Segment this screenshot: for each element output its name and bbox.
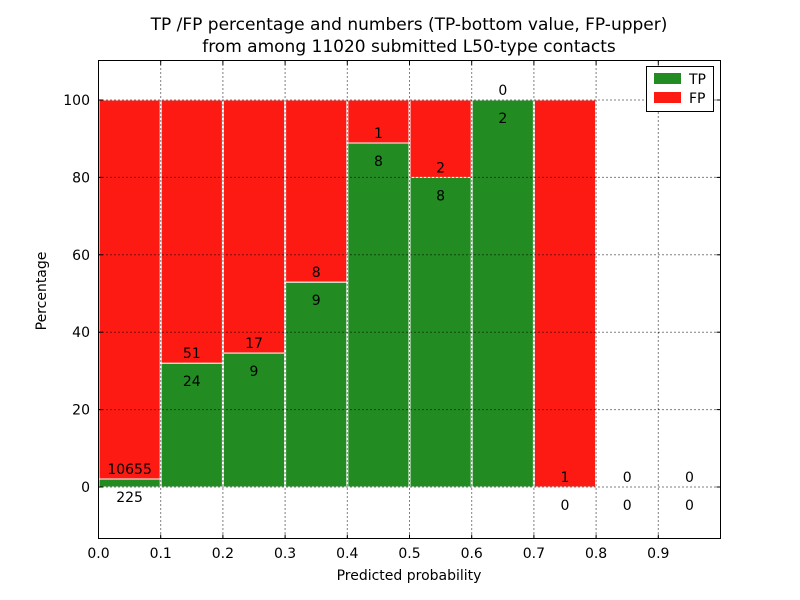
tick-label-layer: 0.0 0.1 0.2 0.3 0.4 0.5 0.6 0.7 0.8 0.90204060801… bbox=[63, 93, 669, 562]
bar-segment-fp bbox=[98, 99, 161, 480]
x-tick-label: 0.3 bbox=[274, 546, 296, 562]
y-axis-label: Percentage bbox=[34, 252, 50, 331]
x-tick-label: 0.7 bbox=[523, 546, 545, 562]
x-tick-label: 0.8 bbox=[585, 546, 607, 562]
bar-segment-fp bbox=[409, 99, 472, 178]
tp-count-label: 24 bbox=[183, 374, 201, 390]
y-tick-label: 0 bbox=[81, 480, 90, 496]
y-tick-label: 80 bbox=[72, 170, 90, 186]
tick-mark-layer bbox=[98, 60, 721, 539]
fp-count-label: 10655 bbox=[107, 462, 152, 478]
tp-count-label: 225 bbox=[116, 490, 143, 506]
bar-segment-fp bbox=[285, 99, 348, 283]
x-tick-label: 0.0 bbox=[87, 546, 109, 562]
fp-count-label: 0 bbox=[498, 83, 507, 99]
bar-segment-tp bbox=[285, 281, 348, 488]
tp-count-label: 0 bbox=[685, 498, 694, 514]
x-axis-label: Predicted probability bbox=[337, 568, 482, 584]
tp-count-label: 9 bbox=[250, 364, 259, 380]
x-tick-label: 0.2 bbox=[212, 546, 234, 562]
tp-count-label: 0 bbox=[623, 498, 632, 514]
legend-swatch-fp bbox=[654, 92, 681, 103]
tp-count-label: 2 bbox=[498, 111, 507, 127]
x-tick-label: 0.1 bbox=[150, 546, 172, 562]
bar-segment-tp bbox=[471, 99, 534, 488]
fp-count-label: 0 bbox=[685, 470, 694, 486]
y-tick-label: 20 bbox=[72, 403, 90, 419]
fp-count-label: 8 bbox=[312, 265, 321, 281]
fp-count-label: 1 bbox=[374, 126, 383, 142]
fp-count-label: 1 bbox=[561, 470, 570, 486]
legend-label-fp: FP bbox=[689, 91, 706, 107]
tp-count-label: 9 bbox=[312, 293, 321, 309]
bar-segment-tp bbox=[98, 478, 161, 488]
bar-segment-tp bbox=[160, 362, 223, 488]
tp-count-label: 8 bbox=[374, 154, 383, 170]
y-tick-label: 100 bbox=[63, 93, 90, 109]
fp-count-label: 17 bbox=[245, 336, 263, 352]
tp-count-label: 8 bbox=[436, 188, 445, 204]
y-tick-label: 60 bbox=[72, 248, 90, 264]
tp-count-label: 0 bbox=[561, 498, 570, 514]
legend-label-tp: TP bbox=[688, 72, 706, 88]
count-label-layer: 10655 225 51 24 17 9 8 9 1 8 2 8 0 2 1 0 0 0 0 0 bbox=[107, 83, 694, 514]
bar-segment-tp bbox=[347, 142, 410, 488]
legend-swatch-tp bbox=[654, 73, 681, 84]
legend: TP FP bbox=[646, 66, 714, 112]
bar-segment-fp bbox=[222, 99, 286, 354]
bar-segment-tp bbox=[222, 352, 286, 488]
bar-segment-fp bbox=[160, 99, 223, 364]
fp-count-label: 51 bbox=[183, 346, 201, 362]
bar-layer bbox=[98, 99, 597, 488]
chart-title-line1: TP /FP percentage and numbers (TP-bottom… bbox=[150, 15, 668, 35]
y-tick-label: 40 bbox=[72, 325, 90, 341]
axes-frame bbox=[98, 60, 721, 539]
x-tick-label: 0.4 bbox=[336, 546, 358, 562]
bar-segment-fp bbox=[533, 99, 597, 488]
fp-count-label: 0 bbox=[623, 470, 632, 486]
x-tick-label: 0.6 bbox=[461, 546, 483, 562]
x-tick-label: 0.5 bbox=[398, 546, 420, 562]
chart-title-line2: from among 11020 submitted L50-type cont… bbox=[202, 37, 616, 57]
bar-segment-tp bbox=[409, 176, 472, 488]
bar-segment-fp bbox=[347, 99, 410, 144]
fp-count-label: 2 bbox=[436, 160, 445, 176]
x-tick-label: 0.9 bbox=[647, 546, 669, 562]
